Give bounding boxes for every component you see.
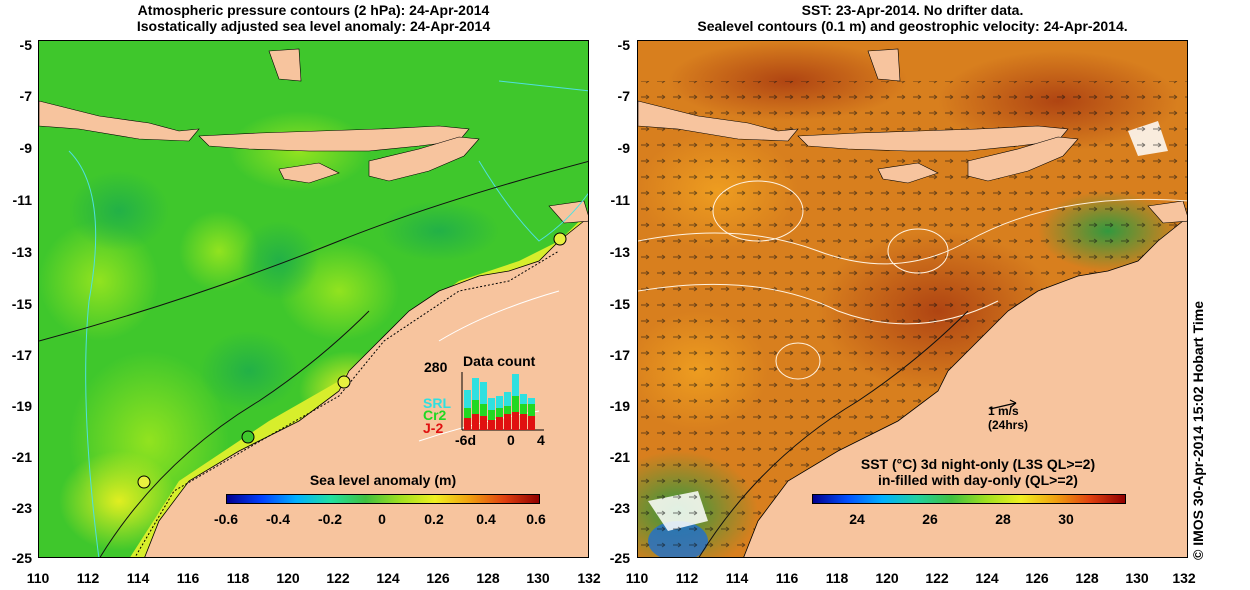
sst-colorbar	[812, 494, 1126, 504]
satellite-label-srl: SRL	[423, 395, 451, 411]
satellite-label-cr2: Cr2	[423, 407, 447, 423]
x-tick: 120	[276, 570, 300, 586]
y-tick: -11	[610, 192, 630, 208]
x-tick: 124	[376, 570, 400, 586]
left-cbar-tick: -0.6	[213, 511, 239, 527]
y-tick: -5	[617, 37, 630, 53]
histogram-bars	[464, 374, 535, 430]
x-tick: 110	[625, 570, 649, 586]
x-tick: 120	[875, 570, 899, 586]
right-title-line1: SST: 23-Apr-2014. No drifter data.	[801, 2, 1024, 18]
y-tick: -7	[617, 88, 630, 104]
y-tick: -9	[617, 140, 630, 156]
right-colorbar-title: SST (°C) 3d night-only (L3S QL>=2) in-fi…	[820, 456, 1136, 488]
x-tick: 118	[825, 570, 849, 586]
y-tick: -9	[19, 140, 32, 156]
left-title: Atmospheric pressure contours (2 hPa): 2…	[38, 2, 589, 34]
x-tick: 130	[1125, 570, 1149, 586]
x-tick: 118	[226, 570, 250, 586]
left-cbar-tick: 0.4	[476, 511, 496, 527]
data-count-title: Data count	[463, 353, 536, 369]
x-tick: 116	[176, 570, 200, 586]
y-tick: -21	[609, 449, 630, 465]
x-tick: 132	[577, 570, 601, 586]
x-tick: 116	[775, 570, 799, 586]
x-tick: 114	[126, 570, 150, 586]
histogram-x-label: -6d	[455, 432, 476, 448]
x-tick: 122	[925, 570, 949, 586]
velocity-scale-label: 1 m/s	[988, 404, 1019, 418]
x-tick: 128	[476, 570, 500, 586]
left-cbar-tick: 0	[378, 511, 386, 527]
sea-level-anomaly-map	[38, 40, 589, 558]
left-colorbar-title: Sea level anomaly (m)	[309, 472, 457, 488]
sea-level-colorbar	[226, 494, 540, 504]
y-tick: -5	[19, 37, 32, 53]
right-title: SST: 23-Apr-2014. No drifter data. Seale…	[637, 2, 1188, 34]
satellite-label-j2: J-2	[423, 420, 444, 436]
y-tick: -25	[609, 550, 630, 566]
y-tick: -17	[609, 347, 630, 363]
sst-map	[637, 40, 1188, 558]
y-tick: -11	[12, 192, 32, 208]
x-tick: 122	[326, 570, 350, 586]
x-tick: 130	[526, 570, 550, 586]
right-title-line2: Sealevel contours (0.1 m) and geostrophi…	[697, 18, 1128, 34]
x-tick: 124	[975, 570, 999, 586]
x-tick: 128	[1075, 570, 1099, 586]
y-tick: -15	[609, 296, 630, 312]
right-colorbar-title-line1: SST (°C) 3d night-only (L3S QL>=2)	[860, 456, 1096, 472]
y-tick: -15	[11, 296, 32, 312]
x-tick: 112	[675, 570, 699, 586]
imos-credit: © IMOS 30-Apr-2014 15:02 Hobart Time	[1190, 300, 1206, 560]
y-tick: -21	[11, 449, 32, 465]
right-cbar-tick: 28	[995, 511, 1011, 527]
right-map-graphics	[638, 41, 1187, 557]
histogram-x-label: 0	[507, 432, 515, 448]
x-tick: 112	[76, 570, 100, 586]
right-cbar-tick: 26	[922, 511, 938, 527]
y-tick: -13	[11, 244, 32, 260]
left-map-graphics	[39, 48, 588, 557]
right-cbar-tick: 30	[1058, 511, 1074, 527]
left-cbar-tick: 0.6	[526, 511, 546, 527]
left-cbar-tick: -0.2	[317, 511, 343, 527]
right-cbar-tick: 24	[849, 511, 865, 527]
y-tick: -19	[609, 398, 630, 414]
x-tick: 110	[26, 570, 50, 586]
histogram-x-label: 4	[537, 432, 545, 448]
y-tick: -23	[11, 500, 32, 516]
y-tick: -17	[11, 347, 32, 363]
right-colorbar-title-line2: in-filled with day-only (QL>=2)	[878, 472, 1078, 488]
left-cbar-tick: 0.2	[424, 511, 444, 527]
y-tick: -19	[11, 398, 32, 414]
x-tick: 126	[426, 570, 450, 586]
y-tick: -13	[609, 244, 630, 260]
left-cbar-tick: -0.4	[265, 511, 291, 527]
y-tick: -7	[19, 88, 32, 104]
x-tick: 114	[725, 570, 749, 586]
y-tick: -25	[11, 550, 32, 566]
left-title-line1: Atmospheric pressure contours (2 hPa): 2…	[137, 2, 490, 18]
data-count-ymax: 280	[424, 359, 448, 375]
velocity-scale-sublabel: (24hrs)	[988, 418, 1029, 432]
data-count-histogram	[461, 372, 544, 431]
left-title-line2: Isostatically adjusted sea level anomaly…	[136, 18, 491, 34]
x-tick: 132	[1172, 570, 1196, 586]
y-tick: -23	[609, 500, 630, 516]
x-tick: 126	[1025, 570, 1049, 586]
